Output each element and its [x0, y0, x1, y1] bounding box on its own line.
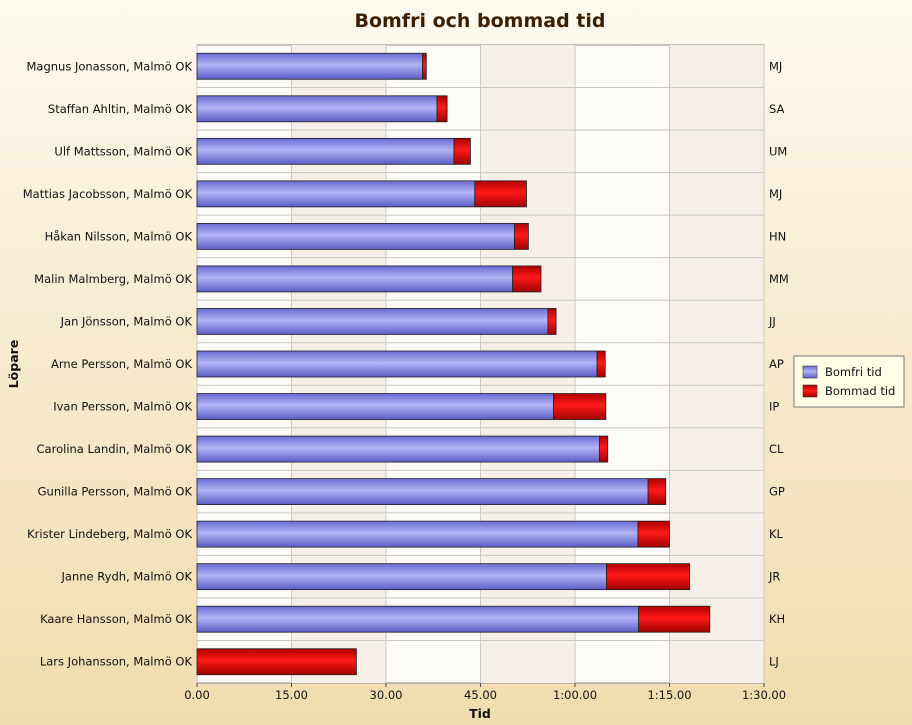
category-label: Janne Rydh, Malmö OK — [61, 570, 193, 584]
right-label: LJ — [769, 655, 779, 669]
bar-bomfri-tid — [196, 180, 476, 208]
right-label: UM — [769, 144, 787, 158]
bar-bomfri-tid — [196, 563, 607, 591]
bar-bomfri-tid — [196, 393, 554, 420]
bar-bommad-tid — [474, 180, 527, 208]
bar-bomfri-tid — [196, 95, 438, 123]
legend-label-bommad: Bommad tid — [825, 384, 895, 398]
bar-bomfri-tid — [196, 137, 455, 165]
bar-bommad-tid — [514, 222, 529, 250]
bar-bommad-tid — [638, 605, 711, 633]
right-labels: MJ SA UM MJ HN MM JJ AP IP CL GP KL JR KH LJ — [768, 59, 789, 668]
bar-bomfri-tid — [196, 520, 639, 548]
right-label: GP — [769, 485, 785, 499]
category-label: Gunilla Persson, Malmö OK — [38, 485, 193, 499]
bar-bomfri-tid — [196, 350, 598, 378]
right-label: MJ — [769, 187, 782, 201]
bar-bomfri-tid — [196, 435, 600, 463]
bar-bommad-tid — [599, 435, 609, 463]
bar-bommad-tid — [606, 563, 691, 591]
bar-bommad-tid — [422, 52, 427, 80]
bar-bommad-tid — [647, 478, 667, 506]
bar-bommad-tid — [436, 95, 448, 123]
category-label: Jan Jönsson, Malmö OK — [60, 314, 193, 328]
bar-bommad-tid — [547, 308, 557, 335]
right-label: CL — [769, 442, 784, 456]
x-axis-title: Tid — [469, 706, 491, 721]
legend: Bomfri tid Bommad tid — [793, 355, 905, 408]
legend-swatch-bomfri — [802, 365, 818, 379]
category-label: Staffan Ahltin, Malmö OK — [48, 102, 193, 116]
category-label: Håkan Nilsson, Malmö OK — [45, 229, 193, 243]
category-label: Kaare Hansson, Malmö OK — [40, 612, 192, 626]
right-label: HN — [769, 229, 786, 243]
bar-bommad-tid — [596, 350, 606, 378]
bar-bommad-tid — [512, 265, 542, 293]
x-tick-label: 1:15.00 — [647, 688, 691, 702]
category-label: Magnus Jonasson, Malmö OK — [26, 59, 192, 73]
category-labels: Magnus Jonasson, Malmö OK Staffan Ahltin,… — [23, 59, 193, 668]
x-tick-label: 30.00 — [370, 688, 403, 702]
right-label: SA — [769, 102, 785, 116]
category-label: Mattias Jacobsson, Malmö OK — [23, 187, 193, 201]
x-axis-ticks: 0.00 15.00 30.00 45.00 1:00.00 1:15.00 1:30.00 — [184, 683, 786, 702]
right-label: JJ — [768, 314, 776, 328]
bar-bomfri-tid — [196, 605, 640, 633]
legend-label-bomfri: Bomfri tid — [825, 365, 882, 379]
bar-bommad-tid — [453, 137, 471, 165]
x-tick-label: 1:00.00 — [553, 688, 597, 702]
right-label: MJ — [769, 59, 782, 73]
bar-bomfri-tid — [196, 222, 515, 250]
bar-bommad-tid — [553, 393, 607, 420]
category-label: Ivan Persson, Malmö OK — [53, 400, 192, 414]
bar-bomfri-tid — [196, 478, 649, 506]
category-label: Lars Johansson, Malmö OK — [40, 655, 193, 669]
chart-title: Bomfri och bommad tid — [354, 10, 605, 32]
legend-swatch-bommad — [802, 384, 818, 398]
y-axis-title: Löpare — [6, 340, 21, 389]
bar-bomfri-tid — [196, 52, 423, 80]
right-label: KH — [769, 612, 785, 626]
bar-bommad-tid — [196, 648, 357, 676]
right-label: JR — [768, 570, 780, 584]
category-label: Carolina Landin, Malmö OK — [37, 442, 193, 456]
right-label: MM — [769, 272, 789, 286]
x-tick-label: 45.00 — [464, 688, 497, 702]
bars — [196, 52, 711, 676]
category-label: Arne Persson, Malmö OK — [51, 357, 192, 371]
legend-box — [793, 355, 905, 408]
bar-bomfri-tid — [196, 308, 549, 335]
right-label: AP — [769, 357, 784, 371]
category-label: Krister Lindeberg, Malmö OK — [27, 527, 192, 541]
bar-bomfri-tid — [196, 265, 514, 293]
category-label: Ulf Mattsson, Malmö OK — [54, 144, 192, 158]
category-label: Malin Malmberg, Malmö OK — [34, 272, 192, 286]
right-label: KL — [769, 527, 784, 541]
x-tick-label: 15.00 — [275, 688, 308, 702]
bar-bommad-tid — [637, 520, 670, 548]
x-tick-label: 1:30.00 — [742, 688, 786, 702]
x-tick-label: 0.00 — [184, 688, 210, 702]
right-label: IP — [769, 400, 779, 414]
